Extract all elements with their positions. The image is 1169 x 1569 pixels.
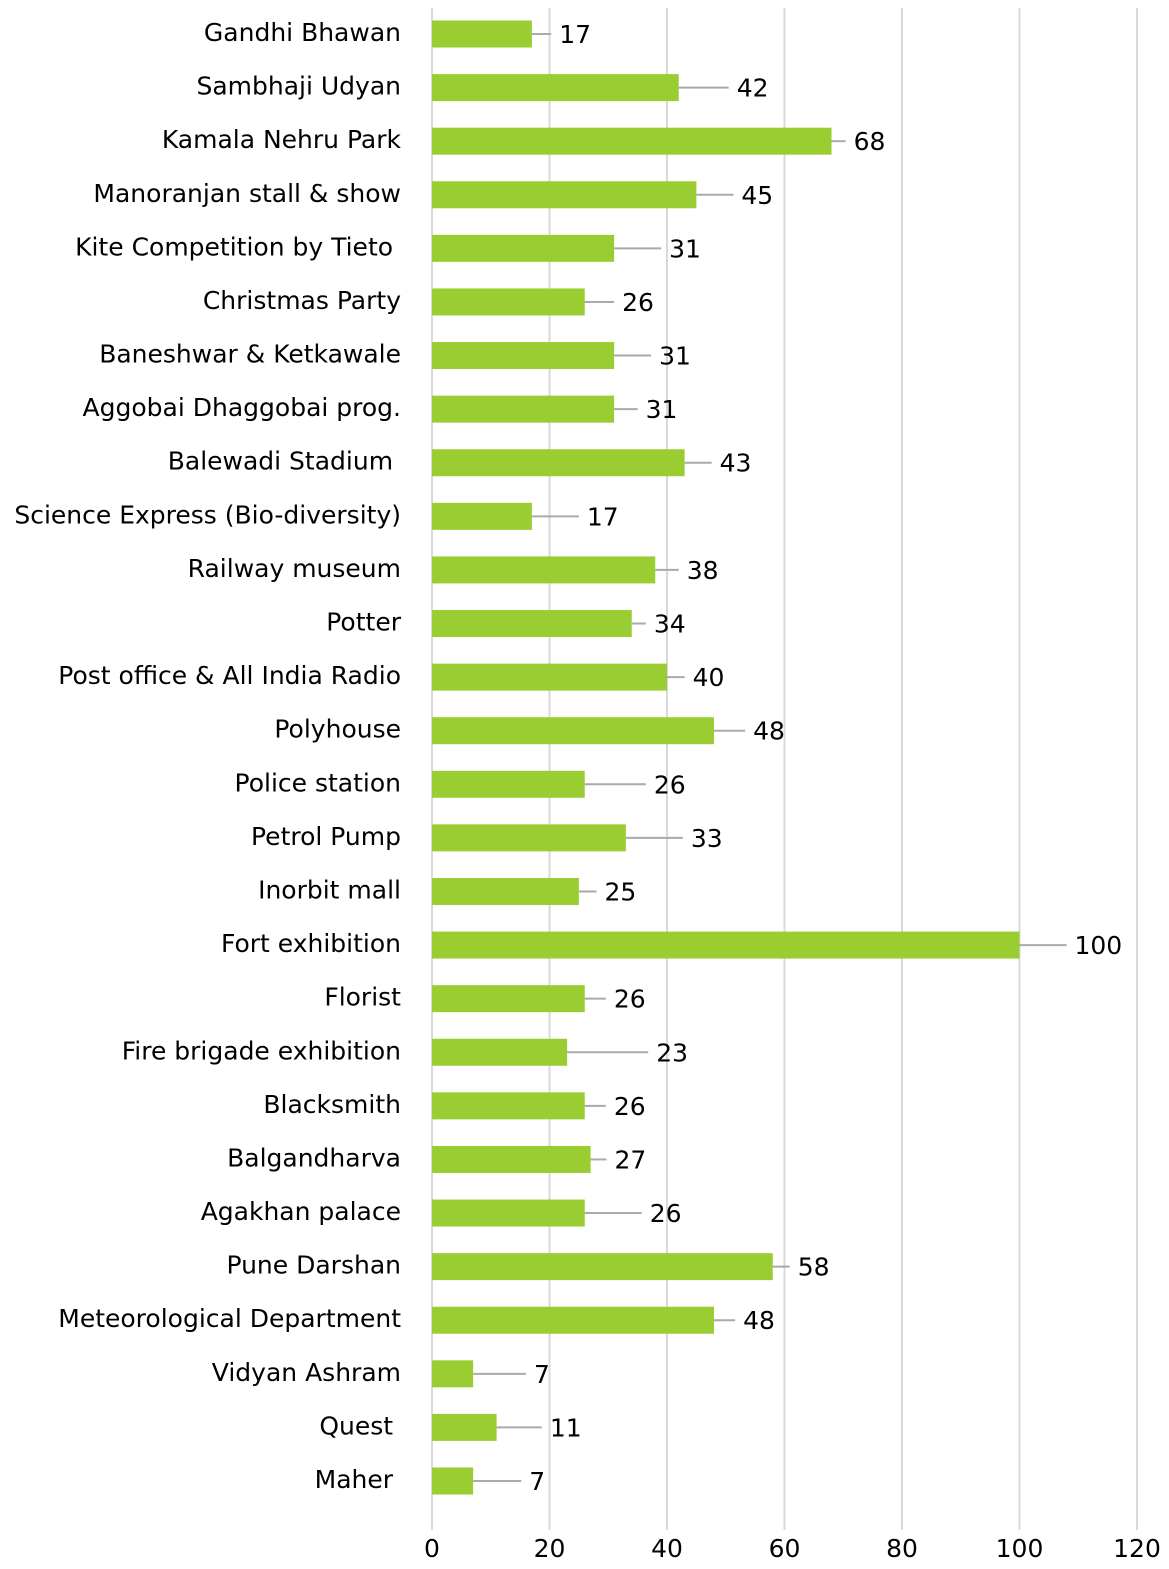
bar — [432, 610, 632, 638]
bar — [432, 663, 667, 691]
y-tick-label: Blacksmith — [263, 1090, 401, 1119]
x-tick-label: 20 — [534, 1534, 566, 1563]
bar — [432, 877, 579, 905]
x-tick-label: 0 — [424, 1534, 440, 1563]
bar — [432, 181, 697, 209]
value-label: 26 — [614, 985, 646, 1014]
value-label: 40 — [693, 663, 725, 692]
y-tick-label: Fort exhibition — [221, 929, 401, 958]
bar — [432, 1092, 585, 1120]
bar — [432, 824, 626, 852]
y-tick-label: Potter — [326, 608, 401, 637]
bar — [432, 556, 656, 584]
value-label: 17 — [587, 502, 619, 531]
x-tick-label: 120 — [1113, 1534, 1161, 1563]
x-tick-label: 40 — [651, 1534, 683, 1563]
value-label: 25 — [605, 877, 637, 906]
value-label: 34 — [654, 610, 686, 639]
value-label: 45 — [741, 181, 773, 210]
y-tick-label: Inorbit mall — [258, 875, 401, 904]
bar — [432, 449, 685, 477]
bar — [432, 20, 532, 48]
x-tick-label: 60 — [769, 1534, 801, 1563]
value-label: 31 — [646, 395, 678, 424]
y-tick-label: Petrol Pump — [251, 822, 401, 851]
y-tick-label: Kamala Nehru Park — [162, 125, 402, 154]
y-tick-label: Polyhouse — [274, 715, 401, 744]
bar — [432, 127, 832, 155]
value-label: 26 — [654, 770, 686, 799]
bar — [432, 395, 615, 423]
y-tick-label: Sambhaji Udyan — [196, 72, 401, 101]
value-label: 23 — [656, 1038, 688, 1067]
value-label: 11 — [550, 1413, 582, 1442]
bar — [432, 1145, 591, 1173]
bar — [432, 931, 1020, 959]
bar — [432, 1253, 773, 1281]
y-tick-label: Railway museum — [188, 554, 401, 583]
y-tick-label: Meteorological Department — [58, 1304, 401, 1333]
y-tick-label: Fire brigade exhibition — [122, 1036, 401, 1065]
y-tick-label: Post office & All India Radio — [58, 661, 401, 690]
y-tick-label: Pune Darshan — [226, 1251, 401, 1280]
y-tick-label: Christmas Party — [203, 286, 401, 315]
value-label: 38 — [687, 556, 719, 585]
value-label: 26 — [650, 1199, 682, 1228]
value-label: 48 — [743, 1306, 775, 1335]
y-tick-label: Balgandharva — [227, 1143, 401, 1172]
value-label: 26 — [622, 288, 654, 317]
value-label: 7 — [529, 1467, 545, 1496]
value-label: 33 — [691, 824, 723, 853]
y-tick-label: Maher — [315, 1465, 401, 1494]
y-tick-label: Manoranjan stall & show — [93, 179, 401, 208]
x-tick-label: 100 — [996, 1534, 1044, 1563]
y-tick-label: Kite Competition by Tieto — [75, 232, 401, 261]
y-tick-label: Florist — [324, 983, 401, 1012]
value-label: 27 — [614, 1145, 646, 1174]
bar — [432, 1467, 474, 1495]
y-tick-label: Science Express (Bio-diversity) — [14, 500, 401, 529]
bar — [432, 1038, 568, 1066]
y-tick-label: Baneshwar & Ketkawale — [99, 340, 401, 369]
value-label: 17 — [559, 20, 591, 49]
value-label: 42 — [737, 74, 769, 103]
y-tick-label: Aggobai Dhaggobai prog. — [83, 393, 401, 422]
bar — [432, 985, 585, 1013]
y-tick-label: Vidyan Ashram — [212, 1358, 401, 1387]
value-label: 31 — [669, 234, 701, 263]
bar — [432, 502, 532, 530]
bar — [432, 234, 615, 262]
value-label: 31 — [659, 342, 691, 371]
value-label: 100 — [1075, 931, 1123, 960]
bar — [432, 74, 679, 102]
y-tick-label: Gandhi Bhawan — [204, 18, 401, 47]
bar — [432, 717, 714, 745]
bar — [432, 1360, 474, 1388]
bar — [432, 770, 585, 798]
bar — [432, 1306, 714, 1334]
value-label: 58 — [798, 1253, 830, 1282]
x-tick-label: 80 — [886, 1534, 918, 1563]
value-label: 7 — [534, 1360, 550, 1389]
bar — [432, 1199, 585, 1227]
y-tick-label: Police station — [235, 768, 401, 797]
value-label: 43 — [720, 449, 752, 478]
bar — [432, 342, 615, 370]
value-label: 68 — [854, 127, 886, 156]
y-tick-label: Balewadi Stadium — [168, 447, 401, 476]
y-tick-label: Quest — [319, 1411, 401, 1440]
y-tick-label: Agakhan palace — [201, 1197, 401, 1226]
value-label: 26 — [614, 1092, 646, 1121]
bar — [432, 288, 585, 316]
bar — [432, 1413, 497, 1441]
value-label: 48 — [753, 717, 785, 746]
